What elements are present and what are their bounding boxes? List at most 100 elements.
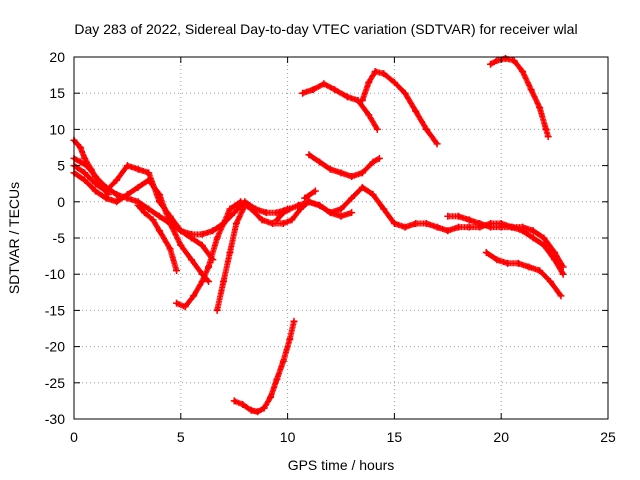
data-point [237, 198, 245, 206]
data-point [301, 194, 309, 202]
x-axis-label: GPS time / hours [288, 457, 395, 473]
y-tick-label: -25 [45, 375, 65, 391]
data-point [198, 277, 206, 285]
data-point [279, 220, 287, 228]
data-point [260, 404, 268, 412]
data-point [454, 212, 462, 220]
data-point [348, 194, 356, 202]
data-point [290, 317, 298, 325]
data-point [177, 241, 185, 249]
data-point [358, 183, 366, 191]
data-point [177, 227, 185, 235]
data-point [348, 209, 356, 217]
data-point [369, 191, 377, 199]
data-point [239, 401, 247, 409]
data-point [465, 223, 473, 231]
series-t9 [273, 198, 356, 224]
data-point [542, 125, 550, 133]
data-point [81, 154, 89, 162]
data-point [433, 223, 441, 231]
data-point [145, 205, 153, 213]
series-t4 [70, 136, 112, 199]
data-point [375, 154, 383, 162]
data-point [254, 408, 262, 416]
series-t17 [230, 317, 298, 416]
data-point [134, 201, 142, 209]
data-point [113, 191, 121, 199]
data-point [365, 111, 373, 119]
y-axis-label: SDTVAR / TECUs [6, 182, 22, 294]
data-point [145, 169, 153, 177]
y-tick-label: -10 [45, 266, 65, 282]
data-point [559, 263, 567, 271]
data-point [187, 234, 195, 242]
chart-title: Day 283 of 2022, Sidereal Day-to-day VTE… [74, 21, 577, 37]
data-point [493, 57, 501, 65]
x-tick-label: 25 [600, 429, 616, 445]
data-point [102, 194, 110, 202]
data-point [113, 176, 121, 184]
data-point [529, 227, 537, 235]
data-point [230, 397, 238, 405]
data-point [247, 406, 255, 414]
data-point [294, 201, 302, 209]
data-point [508, 223, 516, 231]
data-point [209, 227, 217, 235]
y-tick-label: -20 [45, 339, 65, 355]
data-point [155, 212, 163, 220]
data-point [316, 158, 324, 166]
y-tick-label: -15 [45, 302, 65, 318]
x-tick-label: 0 [70, 429, 78, 445]
data-point [166, 245, 174, 253]
data-point [559, 270, 567, 278]
data-point [149, 216, 157, 224]
series-t12 [299, 80, 381, 133]
data-point [412, 107, 420, 115]
data-point [497, 223, 505, 231]
data-point [482, 248, 490, 256]
data-point [173, 299, 181, 307]
data-point [465, 216, 473, 224]
data-point [190, 292, 198, 300]
data-point [76, 158, 84, 166]
data-point [557, 292, 565, 300]
data-point [213, 234, 221, 242]
data-point [247, 205, 255, 213]
data-point [348, 172, 356, 180]
data-point [540, 241, 548, 249]
data-point [258, 216, 266, 224]
data-point [422, 125, 430, 133]
data-point [232, 220, 240, 228]
data-point [91, 187, 99, 195]
data-point [371, 67, 379, 75]
data-point [273, 209, 281, 217]
x-tick-label: 15 [387, 429, 403, 445]
y-tick-label: 10 [49, 121, 65, 137]
data-point [326, 209, 334, 217]
x-tick-label: 20 [493, 429, 509, 445]
data-point [380, 70, 388, 78]
data-point [546, 277, 554, 285]
y-tick-label: -30 [45, 411, 65, 427]
data-series [70, 54, 567, 416]
y-tick-label: 5 [57, 158, 65, 174]
data-point [529, 234, 537, 242]
data-point [401, 89, 409, 97]
series-t5 [134, 201, 181, 275]
data-point [311, 187, 319, 195]
y-tick-label: 0 [57, 194, 65, 210]
data-point [343, 93, 351, 101]
data-point [113, 198, 121, 206]
data-point [358, 169, 366, 177]
data-point [390, 220, 398, 228]
data-point [551, 256, 559, 264]
data-point [220, 220, 228, 228]
data-point [134, 165, 142, 173]
data-point [422, 220, 430, 228]
data-point [380, 205, 388, 213]
data-point [444, 212, 452, 220]
data-point [87, 165, 95, 173]
x-tick-label: 10 [280, 429, 296, 445]
data-point [487, 223, 495, 231]
data-point [220, 277, 228, 285]
